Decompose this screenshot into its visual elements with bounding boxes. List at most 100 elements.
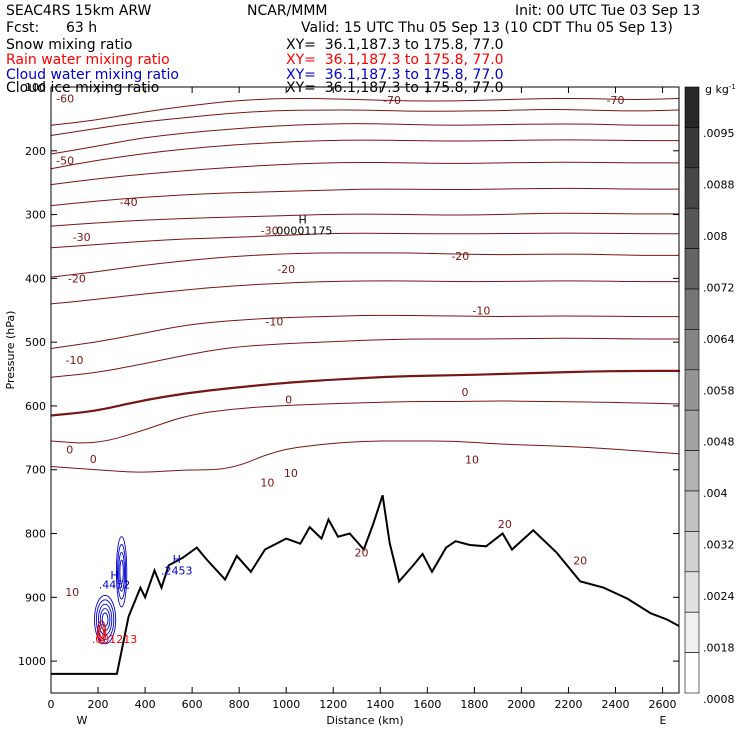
cloud-water-contour	[97, 603, 113, 636]
y-tick-label: 500	[25, 336, 46, 349]
rain-contour	[96, 620, 107, 645]
contour-label: H	[299, 214, 307, 227]
cloud-water-contour	[117, 544, 127, 600]
y-axis-label: Pressure (hPa)	[4, 311, 17, 390]
isotherm-m45	[50, 139, 680, 170]
field-snow-name: Snow mixing ratio	[6, 37, 133, 53]
isotherm-m25	[50, 232, 680, 249]
x-tick-label: 1200	[319, 698, 347, 711]
colorbar-label: .0095	[703, 127, 735, 140]
contour-label: 10	[260, 477, 274, 490]
contour-label: 10	[65, 586, 79, 599]
contour-label: .2453	[161, 565, 193, 578]
isotherm-10	[50, 440, 680, 473]
colorbar-bin	[684, 207, 700, 249]
fcst-value: 63 h	[66, 20, 98, 36]
isotherm-m40	[50, 161, 680, 186]
y-tick-label: 900	[25, 591, 46, 604]
x-end-label-left: W	[77, 714, 88, 727]
colorbar-label: .0032	[703, 539, 735, 552]
contour-label: 0	[462, 386, 469, 399]
colorbar-bin	[684, 531, 700, 573]
colorbar-bin	[684, 450, 700, 492]
colorbar-bin	[684, 167, 700, 209]
contour-label: 20	[573, 554, 587, 567]
x-tick-label: 2000	[507, 698, 535, 711]
colorbar-bin	[684, 611, 700, 653]
contour-label: -10	[66, 354, 84, 367]
colorbar-bin	[684, 369, 700, 411]
contour-label: -70	[383, 94, 401, 107]
isotherm-m30	[50, 212, 680, 227]
colorbar-bin	[684, 490, 700, 532]
y-tick-label: 800	[25, 528, 46, 541]
rain-contour	[98, 623, 106, 642]
cloud-water-contour	[119, 559, 124, 584]
x-tick-label: 2400	[601, 698, 629, 711]
init-time: Init: 00 UTC Tue 03 Sep 13	[515, 3, 701, 19]
y-tick-label: 300	[25, 209, 46, 222]
x-tick-label: 200	[88, 698, 109, 711]
contour-label: 0	[285, 394, 292, 407]
isotherm-5	[50, 400, 680, 444]
colorbar-bin	[684, 288, 700, 330]
contour-label: 0	[66, 443, 73, 456]
isotherm-m5	[50, 337, 680, 378]
x-end-label-right: E	[660, 714, 667, 727]
field-cloudwater-xy: XY= 36.1,187.3 to 175.8, 77.0	[286, 67, 504, 83]
cloud-water-contour	[118, 551, 125, 592]
x-tick-label: 1800	[460, 698, 488, 711]
valid-time: Valid: 15 UTC Thu 05 Sep 13 (10 CDT Thu …	[301, 20, 673, 36]
contour-label: -10	[472, 304, 490, 317]
x-tick-label: 400	[135, 698, 156, 711]
y-tick-label: 1000	[18, 655, 46, 668]
colorbar-label: .0058	[703, 384, 735, 397]
isotherm-m20	[50, 252, 680, 278]
field-cloudwater-name: Cloud water mixing ratio	[6, 67, 179, 83]
colorbar-bin	[684, 571, 700, 613]
field-rain-xy: XY= 36.1,187.3 to 175.8, 77.0	[286, 52, 504, 68]
contour-label: 0	[90, 453, 97, 466]
isotherm-m60	[50, 109, 680, 136]
x-tick-label: 600	[182, 698, 203, 711]
x-tick-label: 1000	[272, 698, 300, 711]
colorbar-bin	[684, 248, 700, 290]
contour-label: -30	[261, 225, 279, 238]
contour-label: -40	[120, 196, 138, 209]
contour-label: 20	[355, 547, 369, 560]
colorbar-bin	[684, 409, 700, 451]
contour-label: 10	[284, 467, 298, 480]
contour-label: 20	[498, 518, 512, 531]
colorbar-label: .0064	[703, 333, 735, 346]
field-rain-name: Rain water mixing ratio	[6, 52, 170, 68]
x-tick-label: 1400	[366, 698, 394, 711]
field-cloudice-xy: XY= 36.1,187.3 to 175.8, 77.0	[286, 80, 504, 96]
isotherm-m15	[50, 280, 680, 305]
cloud-water-contour	[101, 612, 109, 627]
model-title: SEAC4RS 15km ARW	[6, 3, 152, 19]
colorbar-bin	[684, 127, 700, 169]
y-tick-label: 200	[25, 145, 46, 158]
contour-label: H	[173, 553, 181, 566]
y-tick-label-top: 100	[25, 81, 46, 94]
field-snow-xy: XY= 36.1,187.3 to 175.8, 77.0	[286, 37, 504, 53]
contour-label: -70	[607, 94, 625, 107]
y-tick-label: 400	[25, 272, 46, 285]
contour-label: -20	[68, 272, 86, 285]
colorbar-label: .0048	[703, 436, 735, 449]
contour-label: .001213	[92, 633, 138, 646]
isotherm-m10	[50, 314, 680, 349]
y-tick-label: 600	[25, 400, 46, 413]
colorbar-label: .008	[703, 230, 728, 243]
contour-label: 10	[465, 454, 479, 467]
contour-label: .4452	[99, 579, 131, 592]
colorbar-label: .0024	[703, 590, 735, 603]
cloud-water-contour	[99, 608, 111, 632]
isotherm-m50	[50, 123, 680, 155]
fcst-label: Fcst:	[6, 20, 40, 36]
colorbar-label: .0008	[703, 693, 735, 706]
contour-label: .00001175	[273, 225, 333, 238]
x-tick-label: 800	[229, 698, 250, 711]
colorbar-label: .0072	[703, 281, 735, 294]
